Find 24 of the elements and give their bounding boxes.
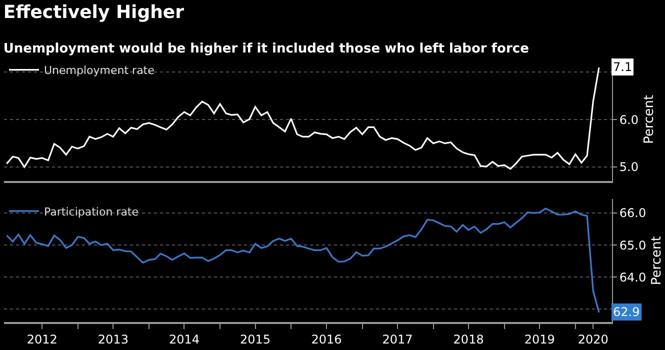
y-axis-title: Percent	[642, 94, 658, 144]
x-tick-label: 2012	[26, 332, 58, 346]
x-tick-label: 2017	[382, 332, 413, 346]
annotation: 7.1	[613, 60, 632, 74]
x-tick-label: 2013	[98, 332, 128, 346]
x-tick-label: 2015	[240, 332, 271, 346]
y-tick-label: 64.0	[619, 270, 646, 284]
y-tick-label: 66.0	[619, 206, 646, 220]
legend-label: Participation rate	[44, 205, 139, 218]
x-tick-label: 2016	[311, 332, 342, 346]
y-axis-title: Percent	[650, 236, 665, 286]
x-tick-label: 2020	[578, 332, 608, 346]
y-tick-label: 5.0	[619, 160, 638, 174]
chart-subtitle: Unemployment would be higher if it included those who left labor force	[3, 42, 530, 57]
x-tick-label: 2019	[524, 332, 555, 346]
annotation: 62.9	[613, 305, 640, 319]
chart-title: Effectively Higher	[3, 2, 184, 23]
x-tick-label: 2018	[453, 332, 484, 346]
line-series	[6, 208, 600, 314]
y-tick-label: 65.0	[619, 238, 646, 252]
x-tick-label: 2014	[168, 332, 200, 346]
legend-label: Unemployment rate	[44, 64, 155, 78]
line-series	[6, 66, 600, 170]
y-tick-label: 6.0	[619, 112, 638, 127]
